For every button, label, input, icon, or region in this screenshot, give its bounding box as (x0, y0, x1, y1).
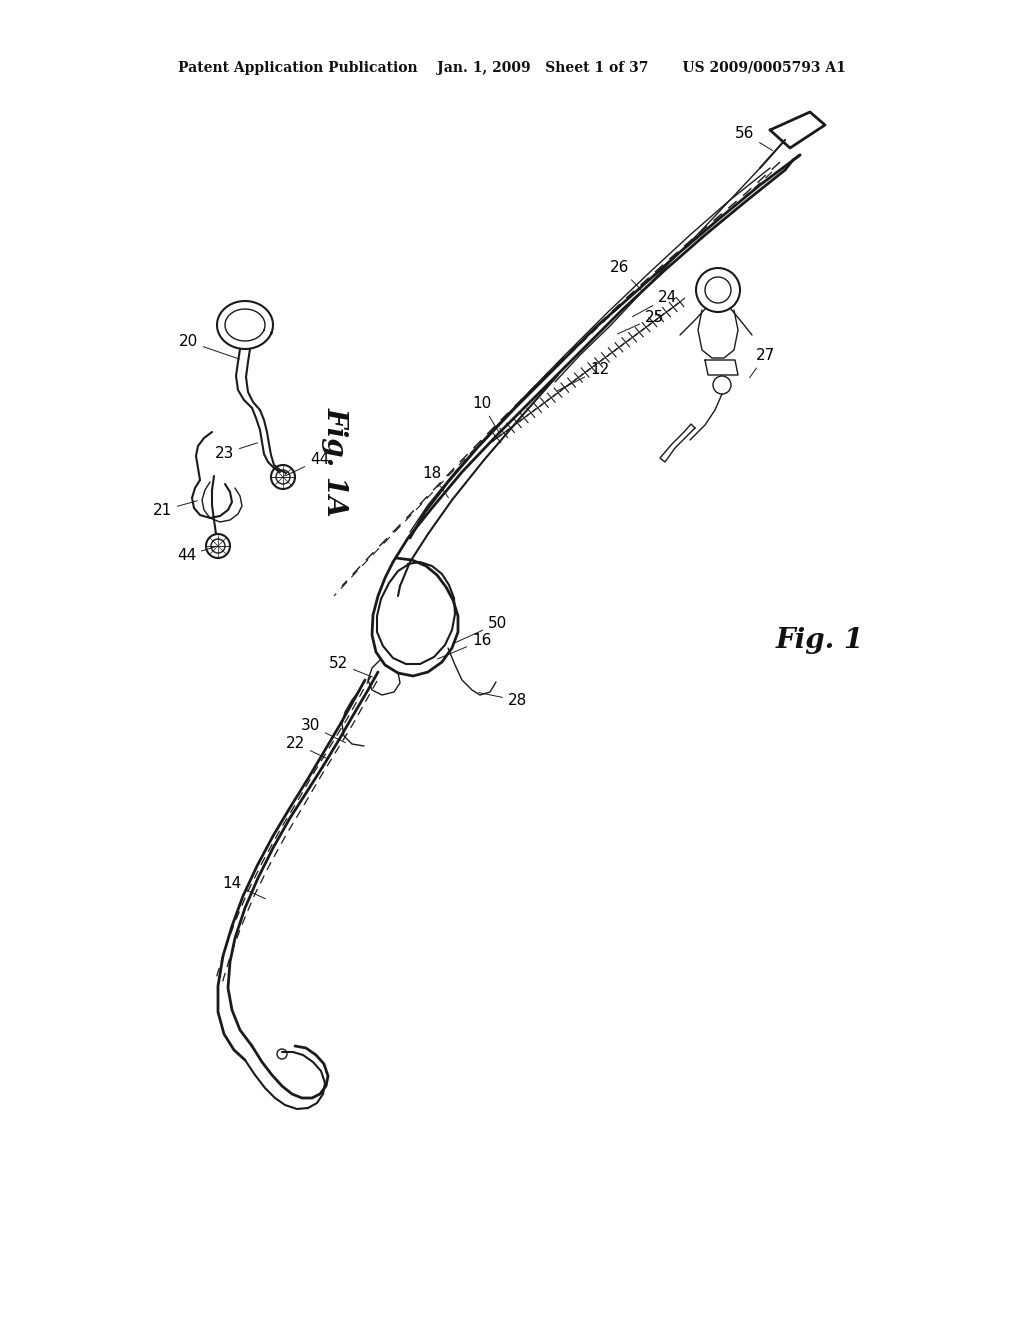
Text: 23: 23 (215, 442, 257, 461)
Text: 44: 44 (177, 546, 215, 564)
Text: Fig. 1A: Fig. 1A (322, 407, 348, 517)
Text: 26: 26 (610, 260, 643, 292)
Text: Fig. 1: Fig. 1 (776, 627, 864, 653)
Text: 10: 10 (472, 396, 499, 432)
Text: 18: 18 (422, 466, 449, 498)
Text: 28: 28 (479, 693, 527, 708)
Text: 20: 20 (179, 334, 240, 359)
Text: 24: 24 (633, 290, 677, 317)
Text: 16: 16 (437, 634, 492, 659)
Text: 30: 30 (301, 718, 345, 743)
Text: 56: 56 (735, 125, 773, 150)
Text: 44: 44 (286, 451, 330, 475)
Text: 22: 22 (286, 737, 328, 759)
Text: 12: 12 (557, 362, 609, 391)
Text: 25: 25 (617, 310, 665, 334)
Text: Patent Application Publication    Jan. 1, 2009   Sheet 1 of 37       US 2009/000: Patent Application Publication Jan. 1, 2… (178, 61, 846, 75)
Text: 27: 27 (750, 348, 775, 378)
Text: 21: 21 (153, 500, 198, 517)
Text: 14: 14 (223, 876, 265, 899)
Text: 52: 52 (329, 656, 373, 677)
Text: 50: 50 (453, 616, 507, 644)
